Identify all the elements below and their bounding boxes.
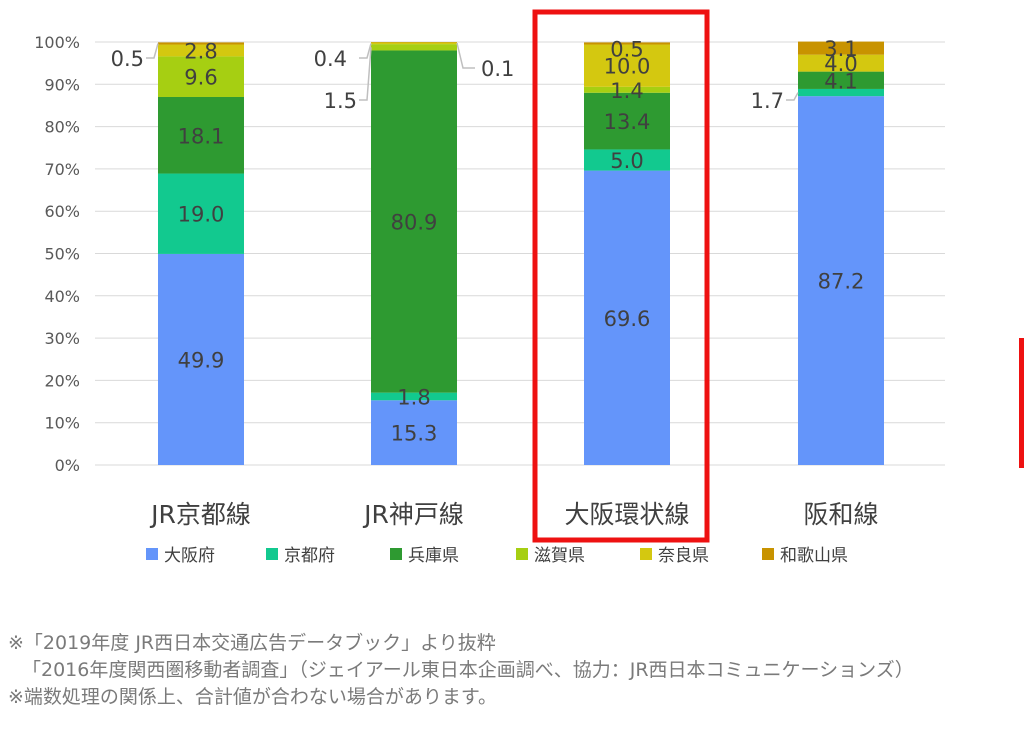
- edge-marker: [1019, 338, 1024, 468]
- data-label: 3.1: [824, 37, 857, 61]
- data-label: 9.6: [184, 66, 217, 90]
- data-label: 13.4: [604, 110, 651, 134]
- legend-swatch: [390, 548, 402, 560]
- x-category-label: JR京都線: [149, 500, 251, 529]
- bar-segment: [371, 44, 457, 51]
- data-label: 4.1: [824, 69, 857, 93]
- legend-label: 兵庫県: [408, 546, 459, 566]
- data-label: 0.5: [111, 47, 144, 71]
- leader-line: [146, 43, 159, 59]
- bar-segment: [584, 170, 670, 466]
- y-tick-label: 90%: [44, 75, 80, 94]
- footnote-source: ※「2019年度 JR西日本交通広告データブック」より抜粋: [8, 632, 496, 654]
- y-tick-label: 100%: [34, 33, 80, 52]
- x-category-label: JR神戸線: [362, 500, 464, 529]
- data-label: 19.0: [178, 203, 225, 227]
- y-tick-label: 20%: [44, 371, 80, 390]
- data-label: 0.4: [314, 47, 347, 71]
- bar-segment: [158, 56, 244, 97]
- legend-label: 奈良県: [658, 546, 709, 566]
- legend-swatch: [640, 548, 652, 560]
- y-tick-label: 30%: [44, 329, 80, 348]
- leader-line: [359, 43, 372, 59]
- bar-segment: [798, 88, 884, 97]
- y-tick-label: 70%: [44, 160, 80, 179]
- leader-line: [359, 47, 372, 101]
- x-category-label: 阪和線: [803, 500, 878, 529]
- leader-line: [456, 42, 475, 69]
- footnotes: ※「2019年度 JR西日本交通広告データブック」より抜粋 「2016年度関西圏…: [8, 630, 914, 711]
- data-label: 0.5: [610, 37, 643, 61]
- x-axis-categories: JR京都線 JR神戸線 大阪環状線 阪和線: [149, 500, 878, 529]
- leader-line: [786, 92, 799, 101]
- y-tick-label: 60%: [44, 202, 80, 221]
- bar-segment: [371, 400, 457, 465]
- y-tick-label: 80%: [44, 118, 80, 137]
- legend-swatch: [762, 548, 774, 560]
- y-tick-label: 10%: [44, 414, 80, 433]
- bar-segment: [371, 42, 457, 45]
- bar-segment: [158, 173, 244, 254]
- data-label: 15.3: [391, 422, 438, 446]
- legend-label: 滋賀県: [534, 546, 585, 566]
- leader-lines: [146, 42, 799, 101]
- data-label: 80.9: [391, 211, 438, 235]
- bar-segment: [584, 149, 670, 171]
- data-label: 18.1: [178, 124, 225, 148]
- data-label: 1.5: [324, 89, 357, 113]
- bar-segment: [158, 42, 244, 45]
- stacked-bar-chart: 0% 10% 20% 30% 40% 50% 60% 70% 80% 90% 100% 49.9 19…: [34, 9, 945, 566]
- y-tick-label: 40%: [44, 287, 80, 306]
- bar-segment: [584, 44, 670, 87]
- data-label: 4.0: [824, 52, 857, 76]
- bar-segment: [158, 96, 244, 174]
- legend: 大阪府 京都府 兵庫県 滋賀県 奈良県 和歌山県: [146, 546, 848, 566]
- y-tick-label: 50%: [44, 245, 80, 264]
- data-label: 69.6: [604, 307, 651, 331]
- data-label: 5.0: [610, 149, 643, 173]
- bar-segment: [798, 41, 884, 55]
- data-label: 10.0: [604, 55, 651, 79]
- bar-segment: [158, 44, 244, 57]
- bar-segment: [584, 92, 670, 150]
- data-label: 2.8: [184, 40, 217, 64]
- y-tick-label: 0%: [55, 456, 80, 475]
- bar-segment: [371, 50, 457, 393]
- bar-segment: [798, 96, 884, 466]
- data-label: 1.8: [397, 385, 430, 409]
- legend-swatch: [146, 548, 158, 560]
- data-labels: 49.9 19.0 18.1 9.62.8 0.5 15.3 1.8 80.9 1.5 0.4 0.…: [111, 37, 865, 446]
- legend-label: 大阪府: [164, 546, 215, 566]
- data-label: 0.1: [481, 57, 514, 81]
- data-label: 1.4: [610, 79, 643, 103]
- y-axis-ticks: 0% 10% 20% 30% 40% 50% 60% 70% 80% 90% 100%: [34, 33, 80, 475]
- legend-label: 和歌山県: [780, 546, 848, 566]
- x-category-label: 大阪環状線: [564, 500, 689, 529]
- bar-segment: [584, 86, 670, 93]
- bar-segment: [798, 54, 884, 72]
- bar-segment: [798, 71, 884, 89]
- legend-label: 京都府: [284, 546, 335, 566]
- footnote-survey: 「2016年度関西圏移動者調査」（ジェイアール東日本企画調べ、協力：JR西日本コ…: [22, 659, 914, 681]
- bars: [158, 41, 884, 466]
- data-label: 49.9: [178, 348, 225, 372]
- highlight-box: [532, 9, 710, 543]
- bar-segment: [371, 392, 457, 401]
- footnote-rounding: ※端数処理の関係上、合計値が合わない場合があります。: [8, 686, 498, 708]
- bar-segment: [158, 253, 244, 465]
- data-label: 1.7: [751, 89, 784, 113]
- legend-swatch: [516, 548, 528, 560]
- bar-segment: [584, 42, 670, 45]
- legend-swatch: [266, 548, 278, 560]
- data-label: 87.2: [818, 270, 865, 294]
